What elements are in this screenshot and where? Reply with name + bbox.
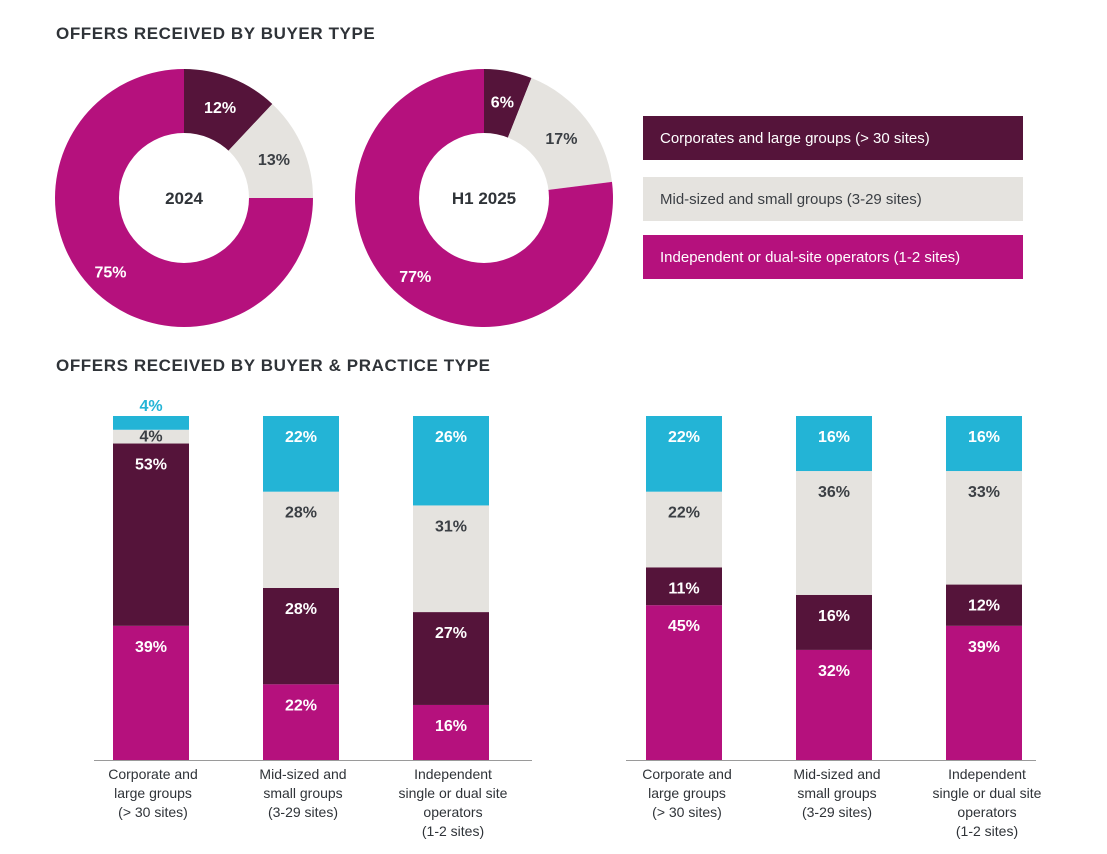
bar-segment bbox=[263, 588, 339, 685]
donut-slice-label: 17% bbox=[545, 131, 577, 148]
stacked-bar-chart-h1-2025: 45% 11% 22% 22% 32% 16% 36% 16% 39% 12% 33% 16% Cor… bbox=[592, 380, 1072, 854]
bar-segment bbox=[946, 416, 1022, 472]
bar-segment bbox=[646, 567, 722, 606]
category-label-corporate: Corporate and large groups (> 30 sites) bbox=[108, 766, 198, 820]
legend-item-corporates: Corporates and large groups (> 30 sites) bbox=[643, 116, 1023, 160]
donut-slice-label: 75% bbox=[94, 265, 126, 282]
bar-segment bbox=[413, 704, 489, 760]
bar-segment bbox=[263, 684, 339, 760]
stacked-bars-h1-2025: 45% 11% 22% 22% 32% 16% 36% 16% 39% 12% 33% 16% bbox=[626, 416, 1036, 761]
bar-segment bbox=[646, 605, 722, 760]
donut-slice-label: 6% bbox=[491, 95, 514, 112]
bar-segment bbox=[113, 625, 189, 760]
bar-value-label: 36% bbox=[818, 484, 850, 501]
donut-slice-label: 77% bbox=[399, 269, 431, 286]
donut-section-title: OFFERS RECEIVED BY BUYER TYPE bbox=[56, 24, 376, 43]
bar-segment bbox=[263, 416, 339, 492]
donut-slice bbox=[484, 69, 532, 140]
bar-value-label: 16% bbox=[435, 718, 467, 735]
bar-segment bbox=[113, 416, 189, 430]
bar-value-label: 33% bbox=[968, 484, 1000, 501]
bar-segment bbox=[263, 491, 339, 588]
bar-value-label: 31% bbox=[435, 518, 467, 535]
stacked-bars-2024: 39% 53% 4% 4% 22% 28% 28% 22% 16% 27% 31% 26% bbox=[94, 398, 532, 761]
bar-value-label: 28% bbox=[285, 505, 317, 522]
legend-label: Independent or dual-site operators (1-2 … bbox=[660, 248, 961, 266]
donut-slice bbox=[507, 78, 612, 191]
bar-value-label: 39% bbox=[968, 639, 1000, 656]
donut-slice bbox=[184, 69, 273, 153]
bar-value-label: 45% bbox=[668, 618, 700, 635]
legend-item-independent: Independent or dual-site operators (1-2 … bbox=[643, 235, 1023, 279]
stacked-bar-chart-2024: 39% 53% 4% 4% 22% 28% 28% 22% 16% 27% 31% 26% Corpo… bbox=[56, 380, 536, 854]
bar-value-label: 11% bbox=[668, 580, 699, 597]
bar-segment bbox=[796, 594, 872, 650]
donut-slice-label: 12% bbox=[204, 100, 236, 117]
bar-value-label: 28% bbox=[285, 601, 317, 618]
bar-value-label: 12% bbox=[968, 598, 1000, 615]
donut-slice bbox=[55, 69, 313, 327]
donut-slice bbox=[227, 103, 313, 198]
category-label-corporate: Corporate and large groups (> 30 sites) bbox=[642, 766, 732, 820]
bar-segment bbox=[796, 649, 872, 760]
bar-value-label: 22% bbox=[285, 697, 317, 714]
bar-value-label: 27% bbox=[435, 625, 467, 642]
donut-center-label: H1 2025 bbox=[452, 189, 516, 208]
bar-value-label: 22% bbox=[668, 505, 700, 522]
legend-label: Corporates and large groups (> 30 sites) bbox=[660, 129, 930, 147]
bar-segment bbox=[646, 491, 722, 568]
category-label-independent: Independent single or dual site operator… bbox=[932, 766, 1042, 839]
bar-value-label: 22% bbox=[285, 429, 317, 446]
bar-value-label: 4% bbox=[139, 429, 162, 446]
bar-value-label: 53% bbox=[135, 457, 167, 474]
bar-segment bbox=[946, 471, 1022, 585]
bar-section-title: OFFERS RECEIVED BY BUYER & PRACTICE TYPE bbox=[56, 356, 491, 375]
donut-slice bbox=[354, 69, 613, 327]
donut-hole bbox=[419, 133, 549, 263]
legend-item-mid-sized: Mid-sized and small groups (3-29 sites) bbox=[643, 177, 1023, 221]
donut-center-label: 2024 bbox=[165, 189, 203, 208]
bar-segment bbox=[796, 471, 872, 595]
donut-slice-label: 13% bbox=[258, 152, 290, 169]
bar-value-label: 39% bbox=[135, 639, 167, 656]
bar-value-label: 32% bbox=[818, 663, 850, 680]
bar-segment bbox=[413, 416, 489, 506]
bar-segment bbox=[946, 584, 1022, 626]
bar-value-label: 4% bbox=[139, 398, 162, 415]
bar-value-label: 26% bbox=[435, 429, 467, 446]
donut-charts: 12% 13% 75% 2024 6% 17% 77% H1 2025 bbox=[55, 69, 613, 327]
bar-segment bbox=[646, 416, 722, 492]
bar-value-label: 16% bbox=[818, 608, 850, 625]
legend-label: Mid-sized and small groups (3-29 sites) bbox=[660, 190, 922, 208]
bar-segment bbox=[946, 625, 1022, 760]
category-label-mid-sized: Mid-sized and small groups (3-29 sites) bbox=[259, 766, 347, 820]
bar-value-label: 16% bbox=[818, 429, 850, 446]
category-label-independent: Independent single or dual site operator… bbox=[398, 766, 508, 839]
bar-segment bbox=[113, 443, 189, 626]
bar-segment bbox=[113, 429, 189, 444]
donut-hole bbox=[119, 133, 249, 263]
bar-value-label: 22% bbox=[668, 429, 700, 446]
bar-segment bbox=[413, 505, 489, 613]
bar-value-label: 16% bbox=[968, 429, 1000, 446]
category-label-mid-sized: Mid-sized and small groups (3-29 sites) bbox=[793, 766, 881, 820]
bar-segment bbox=[796, 416, 872, 472]
bar-segment bbox=[413, 612, 489, 705]
